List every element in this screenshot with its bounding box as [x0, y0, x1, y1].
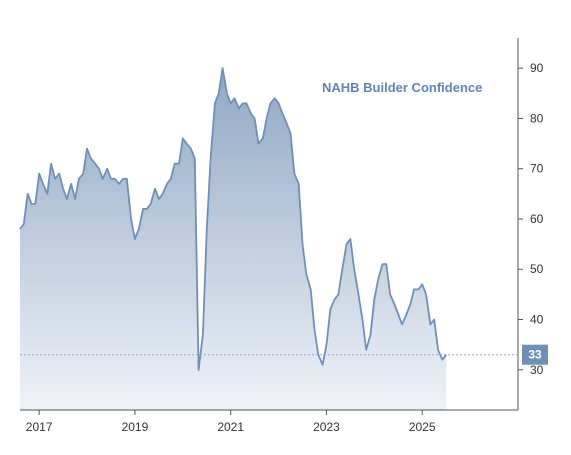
y-tick-label: 90 [530, 61, 544, 75]
y-tick-label: 40 [530, 313, 544, 327]
x-tick-label: 2025 [409, 420, 436, 434]
y-tick-label: 50 [530, 262, 544, 276]
x-tick-label: 2021 [217, 420, 244, 434]
y-tick-label: 30 [530, 363, 544, 377]
y-tick-label: 60 [530, 212, 544, 226]
last-value-label: 33 [528, 348, 542, 362]
x-tick-label: 2017 [26, 420, 53, 434]
y-tick-label: 80 [530, 111, 544, 125]
x-tick-label: 2023 [313, 420, 340, 434]
x-tick-label: 2019 [122, 420, 149, 434]
y-tick-label: 70 [530, 162, 544, 176]
series-area [20, 68, 446, 410]
series-title: NAHB Builder Confidence [322, 80, 482, 95]
